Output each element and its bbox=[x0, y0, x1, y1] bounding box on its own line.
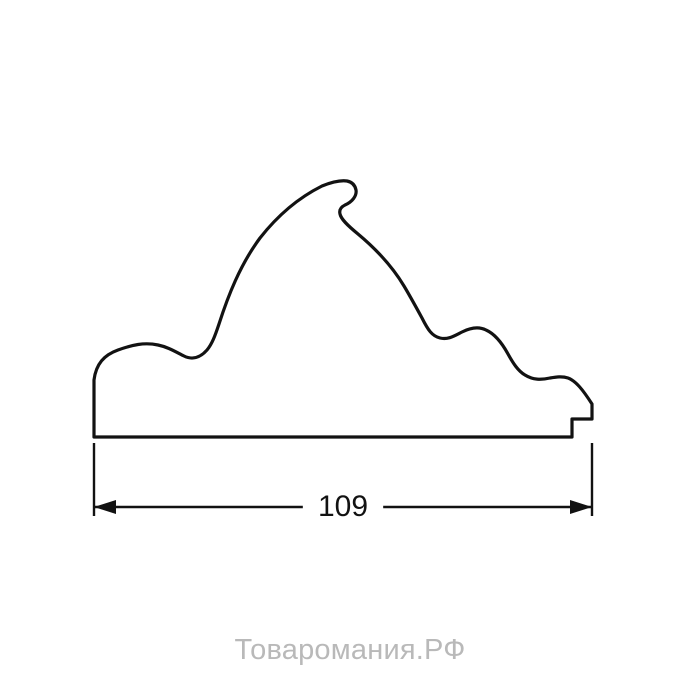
moulding-profile bbox=[94, 181, 592, 437]
watermark-text: Товаромания.РФ bbox=[0, 634, 700, 667]
dimension-width: 109 bbox=[94, 443, 592, 526]
profile-svg: 109 bbox=[0, 0, 700, 700]
dimension-arrow-right-icon bbox=[570, 500, 592, 514]
dimension-label: 109 bbox=[318, 490, 368, 523]
dimension-arrow-left-icon bbox=[94, 500, 116, 514]
diagram-canvas: 109 Товаромания.РФ bbox=[0, 0, 700, 700]
